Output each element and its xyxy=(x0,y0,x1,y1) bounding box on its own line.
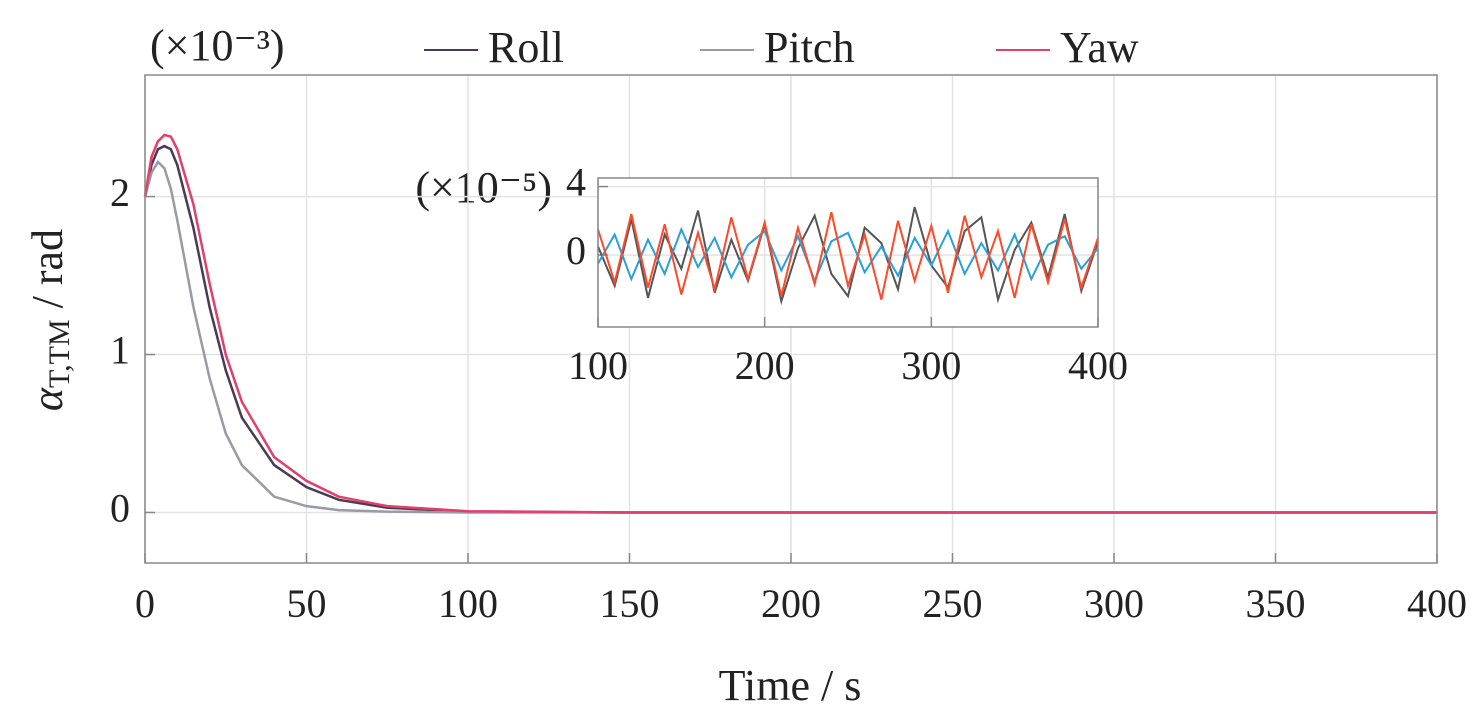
inset-x-tick-label: 400 xyxy=(1068,343,1128,388)
x-tick-label: 300 xyxy=(1084,581,1144,626)
y-label-unit: / rad xyxy=(23,229,72,319)
inset-series-line xyxy=(597,226,1099,284)
inset-x-tick-label: 100 xyxy=(568,343,628,388)
x-tick-label: 350 xyxy=(1246,581,1306,626)
legend-label: Yaw xyxy=(1060,23,1139,72)
y-label-symbol: α xyxy=(23,387,72,411)
x-tick-label: 50 xyxy=(287,581,327,626)
y-multiplier: (×10⁻³) xyxy=(150,21,285,70)
y-label-subscript: T,TM xyxy=(43,319,76,388)
inset-x-tick-label: 200 xyxy=(735,343,795,388)
x-tick-label: 200 xyxy=(761,581,821,626)
y-axis-label: αT,TM / rad xyxy=(23,229,76,411)
y-tick-label: 1 xyxy=(110,328,130,373)
inset-x-tick-label: 300 xyxy=(901,343,961,388)
legend-label: Roll xyxy=(488,23,564,72)
x-tick-label: 400 xyxy=(1407,581,1467,626)
inset-series-line xyxy=(597,206,1099,306)
x-tick-label: 100 xyxy=(438,581,498,626)
x-tick-label: 250 xyxy=(923,581,983,626)
inset-y-tick-label: 0 xyxy=(566,228,586,273)
inset-y-tick-label: 4 xyxy=(566,160,586,205)
inset-plot-frame xyxy=(597,177,1099,328)
y-tick-label: 0 xyxy=(110,486,130,531)
x-axis-label: Time / s xyxy=(719,661,862,710)
x-tick-label: 0 xyxy=(135,581,155,626)
series-line xyxy=(143,133,1437,514)
inset-series-line xyxy=(597,212,1099,300)
y-tick-label: 2 xyxy=(110,170,130,215)
x-tick-label: 150 xyxy=(600,581,660,626)
inset-y-multiplier: (×10⁻⁵) xyxy=(415,163,552,212)
legend-label: Pitch xyxy=(764,23,854,72)
plot-frame xyxy=(144,74,1438,564)
